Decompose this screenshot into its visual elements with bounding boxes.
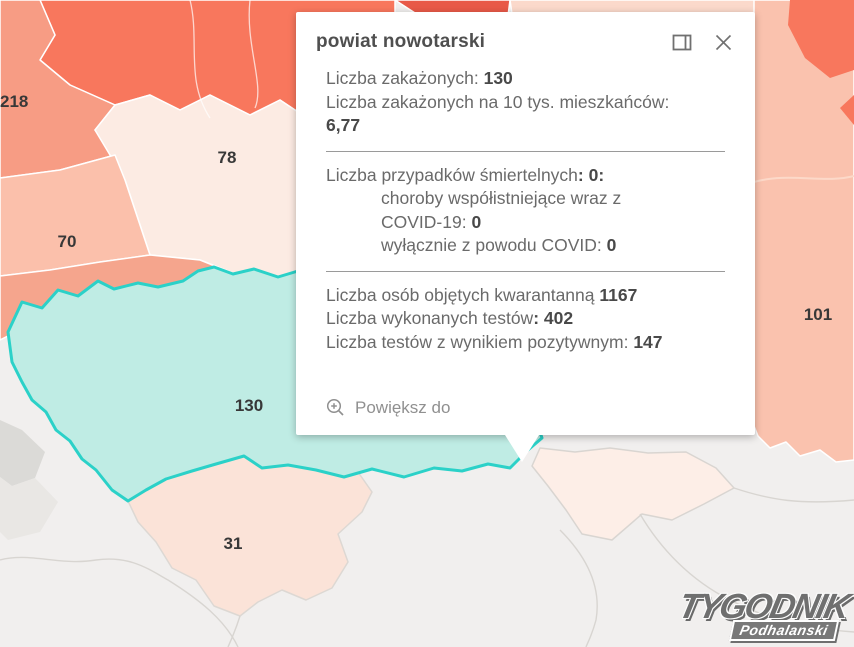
- region-101-dark-patch: [788, 0, 854, 78]
- gray-patch-dark: [0, 420, 45, 486]
- stat-deaths-comorbid: choroby współistniejące wraz z COVID-19:…: [381, 188, 622, 232]
- gray-border: [0, 556, 239, 647]
- region-101[interactable]: [753, 0, 854, 463]
- region-label-70: 70: [58, 232, 77, 251]
- region-label-78: 78: [218, 148, 237, 167]
- popup-section-tests: Liczba osób objętych kwarantanną 1167 Li…: [326, 284, 725, 355]
- popup-actions: [672, 31, 733, 52]
- region-101-inner-border: [753, 175, 854, 183]
- gray-border: [559, 529, 598, 647]
- divider: [326, 150, 725, 152]
- zoom-to-link[interactable]: Powiększ do: [326, 396, 450, 420]
- stat-infected-per-10k: Liczba zakażonych na 10 tys. mieszkańców…: [326, 91, 670, 136]
- region-label-101: 101: [804, 305, 832, 324]
- region-inner-border: [248, 0, 259, 109]
- popup: powiat nowotarski Liczba zakażonych: 130…: [296, 12, 755, 462]
- stat-deaths: Liczba przypadków śmiertelnych: 0:: [326, 164, 605, 185]
- stat-quarantine: Liczba osób objętych kwarantanną 1167: [326, 284, 638, 305]
- stat-infected: Liczba zakażonych: 130: [326, 68, 513, 88]
- stat-deaths-covid-only: wyłącznie z powodu COVID: 0: [381, 235, 617, 255]
- popup-title: powiat nowotarski: [316, 31, 486, 52]
- gray-border: [733, 487, 854, 503]
- zoom-in-icon: [326, 398, 346, 418]
- region-label-130: 130: [235, 396, 263, 415]
- popup-pointer: [505, 435, 539, 462]
- region-label-31: 31: [224, 534, 243, 553]
- popup-body: Liczba zakażonych: 130 Liczba zakażonych…: [296, 53, 755, 420]
- watermark-subtitle: Podhalanski: [728, 620, 840, 641]
- watermark-title: TYGODNIK: [675, 587, 853, 626]
- zoom-to-label: Powiększ do: [355, 398, 451, 417]
- popup-header: powiat nowotarski: [296, 12, 755, 53]
- region-101-dark-patch-small: [840, 95, 854, 125]
- divider: [326, 270, 725, 272]
- region-label-218: 218: [0, 92, 28, 111]
- stat-tests-positive: Liczba testów z wynikiem pozytywnym: 147: [326, 331, 663, 352]
- dock-icon[interactable]: [672, 34, 692, 51]
- popup-section-deaths: Liczba przypadków śmiertelnych: 0: choro…: [326, 164, 725, 258]
- close-icon[interactable]: [714, 33, 733, 52]
- region-inner-border: [189, 0, 211, 119]
- watermark-logo: TYGODNIK Podhalanski: [672, 587, 853, 641]
- gray-patch-light: [0, 477, 58, 540]
- region-se-pale[interactable]: [531, 447, 735, 541]
- gray-border: [227, 615, 241, 647]
- popup-section-infections: Liczba zakażonych: 130 Liczba zakażonych…: [326, 67, 725, 138]
- stat-tests: Liczba wykonanych testów: 402: [326, 308, 574, 328]
